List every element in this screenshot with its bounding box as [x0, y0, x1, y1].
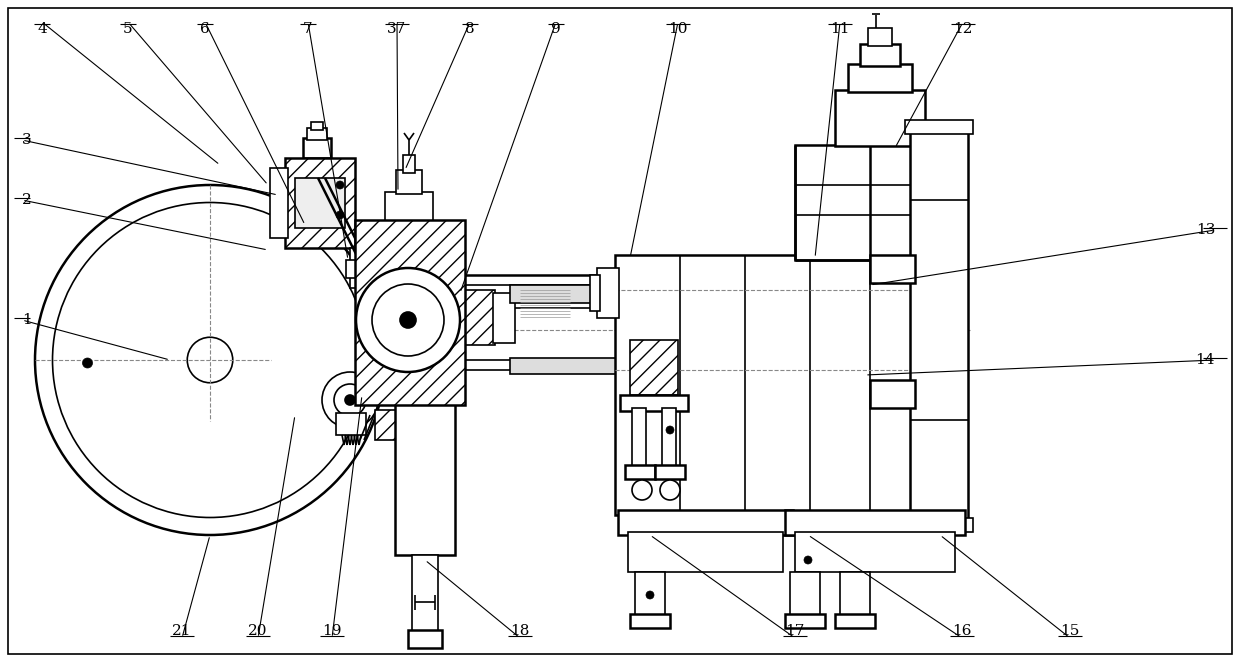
Circle shape [804, 556, 812, 564]
Text: 18: 18 [511, 624, 529, 638]
Bar [785, 510, 965, 535]
Bar [625, 465, 655, 479]
Text: 4: 4 [37, 22, 47, 36]
Bar [785, 614, 825, 628]
Bar [848, 64, 911, 92]
Bar [861, 44, 900, 66]
Bar [835, 90, 925, 146]
Bar [632, 408, 646, 468]
Text: 19: 19 [322, 624, 342, 638]
Bar [336, 413, 366, 435]
Circle shape [632, 480, 652, 500]
Text: 6: 6 [200, 22, 210, 36]
Bar [795, 145, 960, 260]
Circle shape [372, 284, 444, 356]
Text: 17: 17 [785, 624, 805, 638]
Text: 37: 37 [387, 22, 407, 36]
Bar [374, 410, 397, 440]
Bar [510, 358, 866, 374]
Circle shape [322, 372, 378, 428]
Bar [308, 128, 327, 140]
Circle shape [35, 185, 384, 535]
Text: 9: 9 [551, 22, 560, 36]
Text: 5: 5 [123, 22, 133, 36]
Bar [615, 255, 945, 515]
Bar [494, 293, 515, 343]
Bar [870, 255, 915, 283]
Text: 12: 12 [954, 22, 972, 36]
Bar [510, 285, 866, 303]
Circle shape [660, 480, 680, 500]
Text: 7: 7 [304, 22, 312, 36]
Text: 1: 1 [22, 313, 32, 327]
Bar [384, 192, 433, 222]
Circle shape [356, 268, 460, 372]
Circle shape [336, 211, 343, 219]
Circle shape [401, 312, 415, 328]
Circle shape [187, 337, 233, 383]
Bar [346, 260, 356, 278]
Bar [870, 380, 915, 408]
Bar [790, 572, 820, 617]
Bar [403, 155, 415, 173]
Bar [905, 518, 973, 532]
Text: 21: 21 [172, 624, 192, 638]
Circle shape [52, 203, 367, 518]
Bar [412, 555, 438, 635]
Bar [630, 340, 678, 395]
Bar [350, 248, 368, 288]
Bar [662, 408, 676, 468]
Bar [635, 572, 665, 617]
Text: 13: 13 [1195, 223, 1215, 237]
Circle shape [336, 181, 343, 189]
Bar [910, 130, 968, 520]
Bar [835, 614, 875, 628]
Bar [620, 395, 688, 411]
Bar [285, 158, 355, 248]
Bar [596, 268, 619, 318]
Bar [396, 390, 455, 555]
Text: 14: 14 [1195, 353, 1215, 367]
Text: 10: 10 [668, 22, 688, 36]
Bar [408, 630, 441, 648]
Text: 3: 3 [22, 133, 32, 147]
Circle shape [345, 395, 355, 405]
Circle shape [666, 426, 675, 434]
Bar [839, 572, 870, 617]
Bar [408, 370, 441, 392]
Text: 11: 11 [831, 22, 849, 36]
Bar [618, 510, 794, 535]
Bar [455, 290, 495, 345]
Bar [655, 465, 684, 479]
Bar [795, 532, 955, 572]
Text: 16: 16 [952, 624, 972, 638]
Text: 15: 15 [1060, 624, 1080, 638]
Text: 2: 2 [22, 193, 32, 207]
Circle shape [646, 591, 653, 599]
Circle shape [334, 384, 366, 416]
Bar [590, 275, 600, 311]
Bar [295, 178, 345, 228]
Bar [868, 28, 892, 46]
Bar [270, 168, 288, 238]
Bar [905, 120, 973, 134]
Bar [355, 220, 465, 405]
Text: 20: 20 [248, 624, 268, 638]
Bar [303, 138, 331, 158]
Bar [396, 170, 422, 194]
Circle shape [83, 358, 93, 368]
Bar [630, 614, 670, 628]
Bar [311, 122, 322, 130]
Bar [627, 532, 782, 572]
Text: 8: 8 [465, 22, 475, 36]
